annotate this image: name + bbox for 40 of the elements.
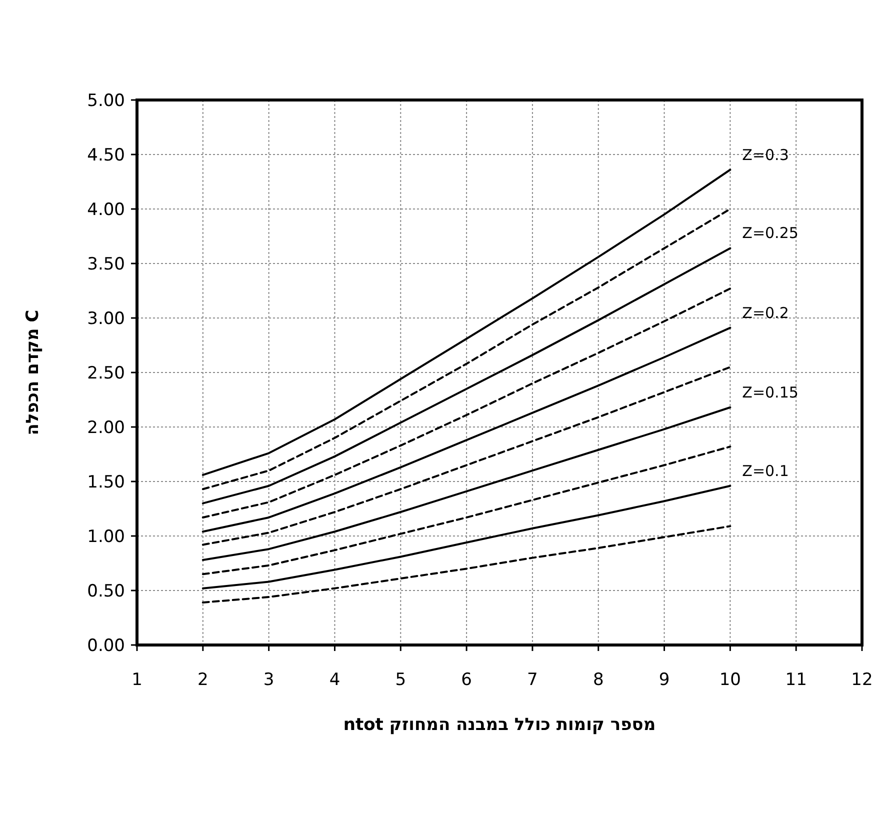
- y-axis-title: מקדם הכפלה C: [23, 310, 43, 436]
- x-tick-label: 5: [395, 670, 406, 690]
- line-series: [202, 247, 732, 504]
- x-tick-label: 1: [132, 670, 142, 690]
- y-tick-label: 0.50: [87, 582, 125, 602]
- series-label: Z=0.3: [742, 146, 789, 164]
- line-series: [202, 406, 732, 561]
- series-label: Z=0.1: [742, 462, 789, 480]
- y-tick-label: 1.00: [87, 527, 125, 547]
- y-tick-label: 2.50: [87, 364, 125, 384]
- line-series: [202, 168, 732, 476]
- x-axis-title: מספר קומות כולל במבנה המחוזק ntot: [343, 715, 656, 735]
- line-series: [202, 288, 732, 518]
- x-tick-label: 7: [527, 670, 538, 690]
- x-tick-label: 4: [329, 670, 340, 690]
- x-tick-label: 8: [592, 670, 604, 690]
- line-series: [202, 446, 732, 576]
- x-tick-label: 12: [851, 670, 873, 690]
- y-tick-label: 1.50: [87, 472, 125, 492]
- y-tick-label: 3.50: [87, 254, 125, 274]
- series-label: Z=0.15: [742, 383, 798, 402]
- x-tick-label: 11: [785, 670, 807, 690]
- x-tick-label: 2: [197, 670, 208, 690]
- x-tick-label: 10: [719, 670, 741, 690]
- line-series: [202, 366, 732, 546]
- series-label: Z=0.2: [742, 304, 789, 322]
- y-tick-label: 0.00: [87, 636, 125, 656]
- line-series: [202, 525, 732, 604]
- y-tick-label: 5.00: [87, 91, 125, 111]
- x-tick-label: 3: [263, 670, 274, 690]
- y-tick-label: 4.00: [87, 200, 125, 220]
- y-tick-label: 4.50: [87, 146, 125, 166]
- y-tick-label: 2.00: [87, 418, 125, 438]
- series-label: Z=0.25: [742, 224, 798, 242]
- x-tick-label: 9: [658, 670, 670, 690]
- x-tick-label: 6: [461, 670, 472, 690]
- line-series: [202, 484, 732, 590]
- y-tick-label: 3.00: [87, 309, 125, 329]
- line-series: [202, 208, 732, 490]
- line-series: [202, 326, 732, 533]
